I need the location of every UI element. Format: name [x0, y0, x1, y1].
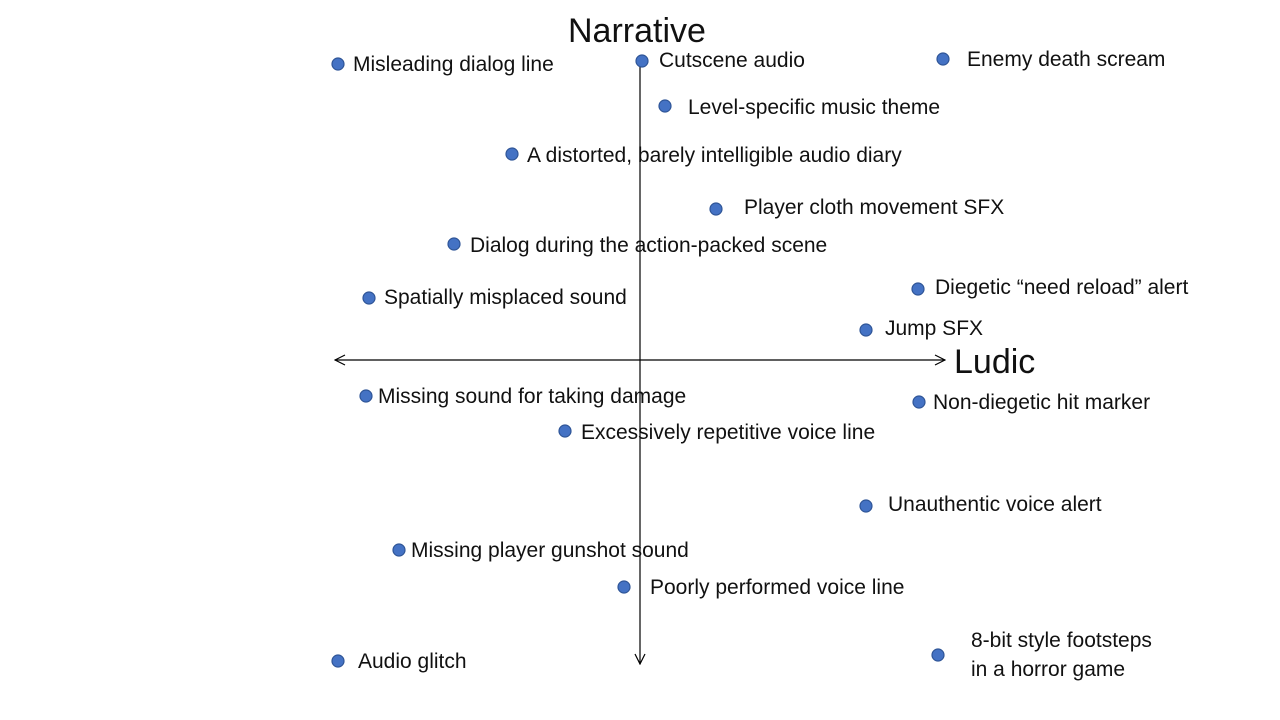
point-label: 8-bit style footsteps [971, 629, 1152, 652]
point-unauthentic-voice-alert: Unauthentic voice alert [859, 493, 1102, 516]
point-label: Player cloth movement SFX [744, 196, 1004, 219]
point-marker [392, 543, 406, 557]
point-label: Audio glitch [358, 650, 467, 673]
point-player-cloth-movement-sfx: Player cloth movement SFX [709, 196, 1004, 219]
point-marker [362, 291, 376, 305]
point-audio-diary: A distorted, barely intelligible audio d… [505, 144, 902, 167]
point-jump-sfx: Jump SFX [859, 317, 983, 340]
point-label: Dialog during the action-packed scene [470, 234, 827, 257]
point-label: Misleading dialog line [353, 53, 554, 76]
point-label: Unauthentic voice alert [888, 493, 1102, 516]
point-label: Excessively repetitive voice line [581, 421, 875, 444]
point-marker [709, 202, 723, 216]
point-misleading-dialog-line: Misleading dialog line [331, 53, 554, 76]
point-marker [635, 54, 649, 68]
point-marker [558, 424, 572, 438]
point-label: Cutscene audio [659, 49, 805, 72]
point-marker [331, 654, 345, 668]
point-marker [911, 282, 925, 296]
point-label: Jump SFX [885, 317, 983, 340]
point-marker [936, 52, 950, 66]
point-repetitive-voice-line: Excessively repetitive voice line [558, 421, 875, 444]
point-non-diegetic-hit-marker: Non-diegetic hit marker [912, 391, 1150, 414]
point-marker [912, 395, 926, 409]
point-poorly-performed-voice-line: Poorly performed voice line [617, 576, 904, 599]
point-label: Missing player gunshot sound [411, 539, 689, 562]
point-label: Missing sound for taking damage [378, 385, 686, 408]
point-missing-gunshot-sound: Missing player gunshot sound [392, 539, 689, 562]
point-marker [331, 57, 345, 71]
point-label: Level-specific music theme [688, 96, 940, 119]
ludic-axis-title: Ludic [954, 343, 1035, 381]
point-marker [505, 147, 519, 161]
point-missing-damage-sound: Missing sound for taking damage [359, 385, 686, 408]
point-8bit-footsteps-horror: 8-bit style footsteps in a horror game [931, 629, 1152, 681]
point-label: Spatially misplaced sound [384, 286, 627, 309]
point-label: A distorted, barely intelligible audio d… [527, 144, 902, 167]
point-label: Enemy death scream [967, 48, 1165, 71]
point-marker [617, 580, 631, 594]
point-marker [447, 237, 461, 251]
point-marker [859, 323, 873, 337]
point-marker [931, 648, 945, 662]
point-audio-glitch: Audio glitch [331, 650, 467, 673]
point-marker [359, 389, 373, 403]
point-spatially-misplaced-sound: Spatially misplaced sound [362, 286, 627, 309]
point-diegetic-need-reload-alert: Diegetic “need reload” alert [911, 276, 1188, 299]
point-level-specific-music-theme: Level-specific music theme [658, 96, 940, 119]
narrative-axis-title: Narrative [568, 12, 706, 50]
point-cutscene-audio: Cutscene audio [635, 49, 805, 72]
point-label: Poorly performed voice line [650, 576, 904, 599]
point-label-line2: in a horror game [971, 658, 1125, 681]
point-label: Diegetic “need reload” alert [935, 276, 1188, 299]
point-dialog-action-scene: Dialog during the action-packed scene [447, 234, 827, 257]
point-label: Non-diegetic hit marker [933, 391, 1150, 414]
point-enemy-death-scream: Enemy death scream [936, 48, 1165, 71]
point-marker [658, 99, 672, 113]
point-marker [859, 499, 873, 513]
